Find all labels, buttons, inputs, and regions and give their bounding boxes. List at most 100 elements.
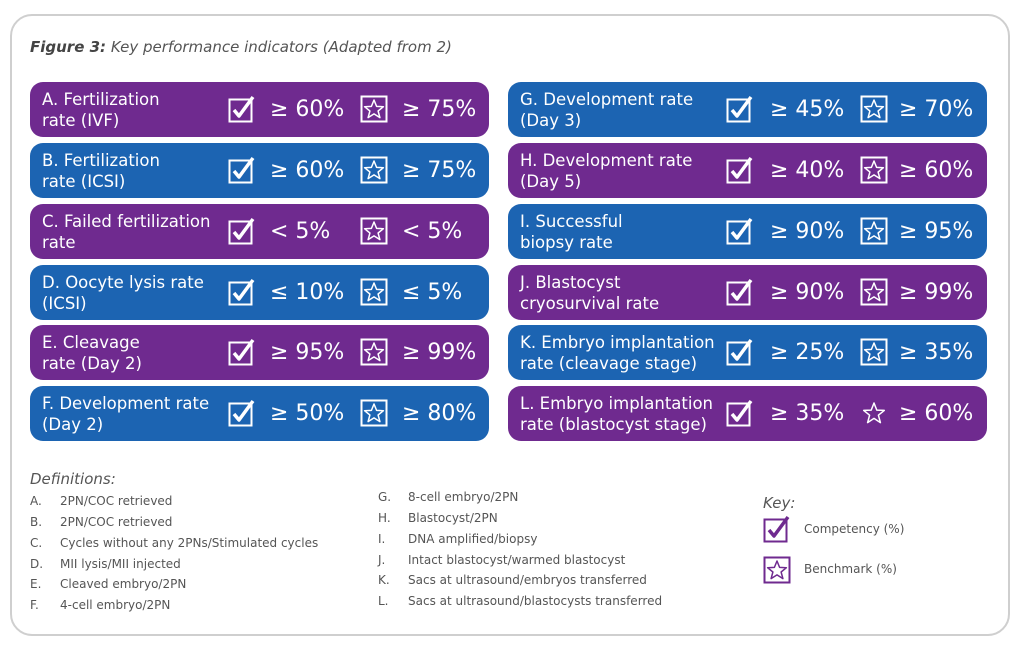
competency-value: ≥ 50%	[270, 401, 345, 426]
definition-letter: K.	[378, 573, 390, 587]
star-box-icon	[860, 278, 888, 306]
kpi-label: A. Fertilization rate (IVF)	[42, 89, 160, 130]
definition-letter: I.	[378, 532, 386, 546]
kpi-label: F. Development rate (Day 2)	[42, 393, 210, 434]
definition-item: I. DNA amplified/biopsy	[378, 532, 537, 546]
definition-text: MII lysis/MII injected	[60, 557, 181, 571]
star-box-icon	[360, 278, 388, 306]
benchmark-value: ≥ 99%	[899, 280, 974, 305]
figure-label: Figure 3:	[30, 38, 107, 56]
benchmark-value: ≥ 80%	[402, 401, 477, 426]
definition-text: 2PN/COC retrieved	[60, 515, 173, 529]
definition-letter: B.	[30, 515, 43, 529]
benchmark-value: ≥ 75%	[402, 158, 477, 183]
competency-value: ≥ 40%	[770, 158, 845, 183]
key-title: Key:	[763, 494, 796, 512]
kpi-label: E. Cleavage rate (Day 2)	[42, 332, 142, 373]
figure-caption: Key performance indicators (Adapted from…	[110, 38, 452, 56]
definition-text: 2PN/COC retrieved	[60, 494, 173, 508]
definition-item: G. 8-cell embryo/2PN	[378, 490, 518, 504]
definition-item: B. 2PN/COC retrieved	[30, 515, 172, 529]
kpi-label: H. Development rate (Day 5)	[520, 150, 693, 191]
kpi-label: D. Oocyte lysis rate (ICSI)	[42, 272, 204, 313]
competency-value: ≥ 60%	[270, 158, 345, 183]
definition-text: Blastocyst/2PN	[408, 511, 498, 525]
definition-letter: F.	[30, 598, 39, 612]
definition-item: E. Cleaved embryo/2PN	[30, 577, 186, 591]
competency-value: ≥ 95%	[270, 340, 345, 365]
definition-text: Sacs at ultrasound/blastocysts transferr…	[408, 594, 663, 608]
kpi-box: C. Failed fertilization rate < 5% < 5%	[30, 204, 489, 259]
check-box-icon	[228, 399, 256, 427]
definition-text: Cycles without any 2PNs/Stimulated cycle…	[60, 536, 319, 550]
competency-value: ≥ 60%	[270, 97, 345, 122]
definition-item: H. Blastocyst/2PN	[378, 511, 498, 525]
definition-text: Intact blastocyst/warmed blastocyst	[408, 553, 626, 567]
definition-letter: C.	[30, 536, 43, 550]
definition-text: Sacs at ultrasound/embryos transferred	[408, 573, 647, 587]
check-box-icon	[726, 95, 754, 123]
definition-text: DNA amplified/biopsy	[408, 532, 538, 546]
star-box-icon	[763, 556, 791, 584]
competency-value: ≥ 35%	[770, 401, 845, 426]
kpi-label: J. Blastocyst cryosurvival rate	[520, 272, 660, 313]
kpi-box: F. Development rate (Day 2) ≥ 50% ≥ 80%	[30, 386, 489, 441]
competency-value: ≥ 90%	[770, 280, 845, 305]
figure-title: Figure 3: Key performance indicators (Ad…	[30, 38, 452, 56]
check-box-icon	[763, 515, 790, 543]
check-box-icon	[726, 278, 754, 306]
kpi-label: B. Fertilization rate (ICSI)	[42, 150, 160, 191]
definition-letter: L.	[378, 594, 389, 608]
definition-letter: A.	[30, 494, 42, 508]
kpi-box: L. Embryo implantation rate (blastocyst …	[508, 386, 987, 441]
definition-letter: D.	[30, 557, 44, 571]
competency-value: ≥ 45%	[770, 97, 845, 122]
check-box-icon	[228, 95, 256, 123]
star-box-icon	[360, 95, 388, 123]
kpi-box: G. Development rate (Day 3) ≥ 45% ≥ 70%	[508, 82, 987, 137]
definition-item: F. 4-cell embryo/2PN	[30, 598, 170, 612]
star-box-icon	[360, 156, 388, 184]
star-box-icon	[860, 217, 888, 245]
benchmark-value: ≥ 35%	[899, 340, 974, 365]
benchmark-value: ≥ 75%	[402, 97, 477, 122]
kpi-box: K. Embryo implantation rate (cleavage st…	[508, 325, 987, 380]
definition-text: Cleaved embryo/2PN	[60, 577, 187, 591]
star-box-icon	[860, 156, 888, 184]
kpi-box: B. Fertilization rate (ICSI) ≥ 60% ≥ 75%	[30, 143, 489, 198]
benchmark-value: ≥ 95%	[899, 219, 974, 244]
kpi-box: E. Cleavage rate (Day 2) ≥ 95% ≥ 99%	[30, 325, 489, 380]
star-box-icon	[360, 338, 388, 366]
check-box-icon	[228, 278, 256, 306]
competency-value: ≥ 25%	[770, 340, 845, 365]
definition-letter: H.	[378, 511, 391, 525]
benchmark-value: ≥ 99%	[402, 340, 477, 365]
check-box-icon	[228, 217, 256, 245]
check-box-icon	[726, 338, 754, 366]
definition-item: K. Sacs at ultrasound/embryos transferred	[378, 573, 647, 587]
definition-item: L. Sacs at ultrasound/blastocysts transfe…	[378, 594, 662, 608]
kpi-box: D. Oocyte lysis rate (ICSI) ≤ 10% ≤ 5%	[30, 265, 489, 320]
kpi-box: I. Successful biopsy rate ≥ 90% ≥ 95%	[508, 204, 987, 259]
definition-letter: J.	[378, 553, 386, 567]
kpi-label: I. Successful biopsy rate	[520, 211, 623, 252]
definitions-title: Definitions:	[30, 470, 116, 488]
definition-text: 8-cell embryo/2PN	[408, 490, 519, 504]
kpi-box: H. Development rate (Day 5) ≥ 40% ≥ 60%	[508, 143, 987, 198]
competency-value: ≤ 10%	[270, 280, 345, 305]
competency-value: ≥ 90%	[770, 219, 845, 244]
kpi-label: G. Development rate (Day 3)	[520, 89, 694, 130]
kpi-box: J. Blastocyst cryosurvival rate ≥ 90% ≥ 99…	[508, 265, 987, 320]
competency-value: < 5%	[270, 219, 331, 244]
definition-letter: G.	[378, 490, 392, 504]
check-box-icon	[726, 217, 754, 245]
benchmark-value: ≥ 70%	[899, 97, 974, 122]
kpi-label: L. Embryo implantation rate (blastocyst …	[520, 393, 714, 434]
benchmark-value: ≥ 60%	[899, 158, 974, 183]
star-icon	[860, 399, 888, 427]
key-benchmark-label: Benchmark (%)	[804, 562, 897, 576]
check-box-icon	[726, 156, 754, 184]
kpi-box: A. Fertilization rate (IVF) ≥ 60% ≥ 75%	[30, 82, 489, 137]
kpi-label: C. Failed fertilization rate	[42, 211, 211, 252]
benchmark-value: ≤ 5%	[402, 280, 463, 305]
